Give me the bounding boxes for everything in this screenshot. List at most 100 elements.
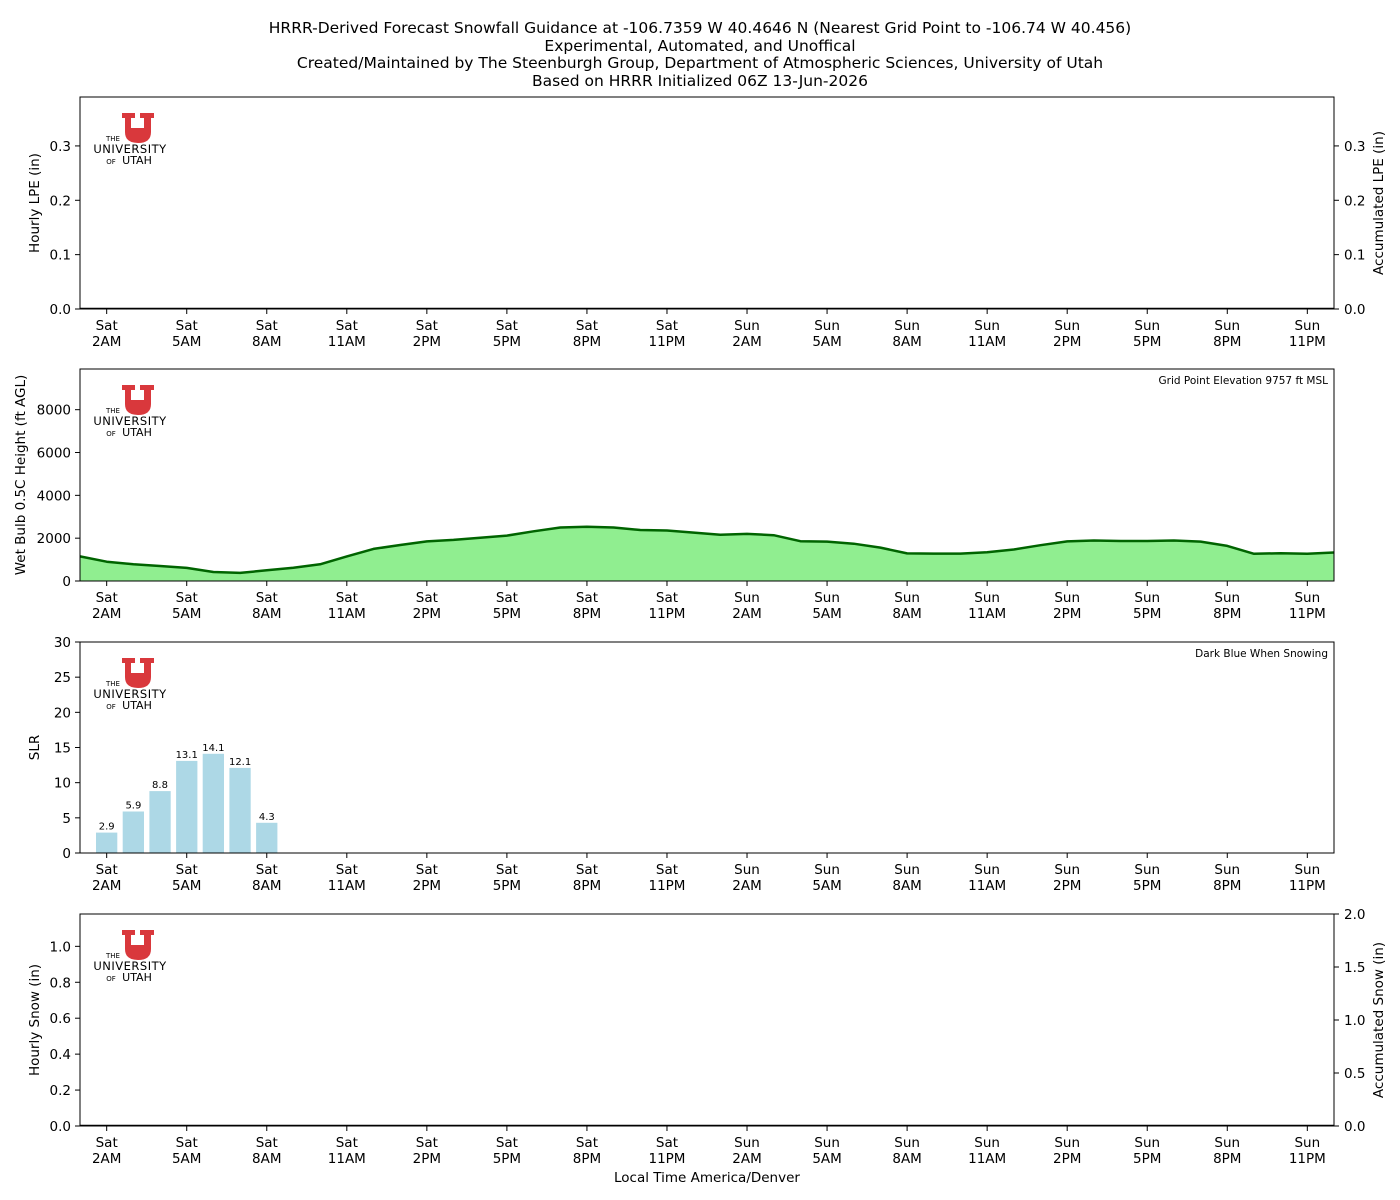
x-tick-time: 8AM [252,1151,281,1167]
x-tick-time: 5AM [172,878,201,894]
x-tick-day: Sun [1054,862,1080,878]
x-tick-time: 2PM [413,1151,441,1167]
x-tick-day: Sun [1294,318,1320,334]
x-tick-time: 11PM [1289,606,1326,622]
x-tick-time: 2PM [413,334,441,350]
logo-the: THE [105,952,120,960]
y-tick-label: 2000 [37,531,71,547]
x-tick-day: Sun [1134,590,1160,606]
figure-header: HRRR-Derived Forecast Snowfall Guidance … [0,19,1400,90]
y-tick-label: 10 [54,776,71,792]
slr-bar-label: 2.9 [99,822,115,833]
plot-frame [79,96,1335,310]
x-tick-time: 5AM [172,1151,201,1167]
logo-the: THE [105,135,120,143]
logo-university: UNIVERSITY [93,687,167,701]
plot-frame [79,368,1335,582]
x-tick-time: 2AM [92,1151,121,1167]
x-tick-time: 2AM [92,878,121,894]
y-tick-label: 8000 [37,403,71,419]
slr-bar-label: 5.9 [125,801,141,812]
x-tick-day: Sat [656,590,678,606]
x-tick-day: Sat [496,862,518,878]
logo-utah: UTAH [122,699,152,712]
wetbulb-height-line [79,525,1335,575]
x-tick-time: 5AM [812,606,841,622]
y-tick-label: 15 [54,741,71,757]
x-tick-day: Sun [894,862,920,878]
x-tick-time: 2PM [1053,878,1081,894]
x-tick-time: 8PM [573,334,601,350]
y2-tick-label: 0.2 [1344,193,1365,209]
y-tick-label: 0 [62,846,71,862]
x-tick-time: 5PM [493,1151,521,1167]
y-axis-label: SLR [27,735,43,760]
x-tick-day: Sat [256,862,278,878]
x-tick-time: 5AM [812,334,841,350]
x-tick-time: 11PM [648,334,685,350]
y-tick-label: 25 [54,670,71,686]
x-tick-day: Sun [734,318,760,334]
x-tick-day: Sun [814,1135,840,1151]
y-tick-label: 6000 [37,446,71,462]
x-tick-day: Sat [176,1135,198,1151]
x-tick-day: Sun [1294,862,1320,878]
x-axis-label: Local Time America/Denver [614,1170,800,1186]
x-tick-day: Sun [1054,318,1080,334]
utah-u-mark [122,930,154,960]
y-tick-label: 0.2 [50,193,71,209]
logo-university: UNIVERSITY [93,959,167,973]
x-tick-time: 2PM [413,606,441,622]
y-tick-label: 30 [54,635,71,651]
slr-bar-label: 14.1 [202,743,224,754]
x-tick-time: 5AM [812,1151,841,1167]
x-tick-day: Sat [256,1135,278,1151]
logo-the: THE [105,680,120,688]
x-tick-time: 2AM [92,606,121,622]
x-tick-day: Sun [814,590,840,606]
x-tick-time: 11PM [1289,334,1326,350]
y-tick-label: 0 [62,574,71,590]
x-tick-time: 5PM [493,878,521,894]
x-tick-day: Sat [176,590,198,606]
slr-bar [256,822,278,853]
x-tick-day: Sat [96,1135,118,1151]
logo-the: THE [105,407,120,415]
y2-tick-label: 2.0 [1344,907,1365,923]
x-tick-day: Sat [336,590,358,606]
x-tick-time: 8PM [1213,1151,1241,1167]
x-tick-day: Sun [974,862,1000,878]
logo-utah: UTAH [122,154,152,167]
figure-subtitle-disclaimer: Experimental, Automated, and Unoffical [544,36,856,55]
slr-bar [122,811,144,853]
y2-tick-label: 1.5 [1344,960,1365,976]
x-tick-day: Sat [656,862,678,878]
logo-of: OF [106,158,116,166]
x-tick-day: Sat [96,318,118,334]
x-tick-time: 11AM [328,334,366,350]
x-tick-time: 11PM [648,1151,685,1167]
x-tick-day: Sat [256,590,278,606]
y-tick-label: 0.4 [50,1047,71,1063]
y-tick-label: 0.1 [50,248,71,264]
x-tick-day: Sun [1294,1135,1320,1151]
x-tick-time: 5PM [493,334,521,350]
x-tick-time: 2AM [732,1151,761,1167]
y-tick-label: 1.0 [50,939,71,955]
x-tick-day: Sat [96,590,118,606]
x-tick-day: Sun [974,1135,1000,1151]
x-tick-day: Sat [416,590,438,606]
y-tick-label: 5 [62,811,71,827]
slr-bar [229,767,251,853]
panel-annotation: Dark Blue When Snowing [1195,648,1328,660]
x-tick-time: 5AM [172,606,201,622]
x-tick-time: 11AM [968,334,1006,350]
x-tick-day: Sun [1054,1135,1080,1151]
slr-bar [149,791,171,853]
